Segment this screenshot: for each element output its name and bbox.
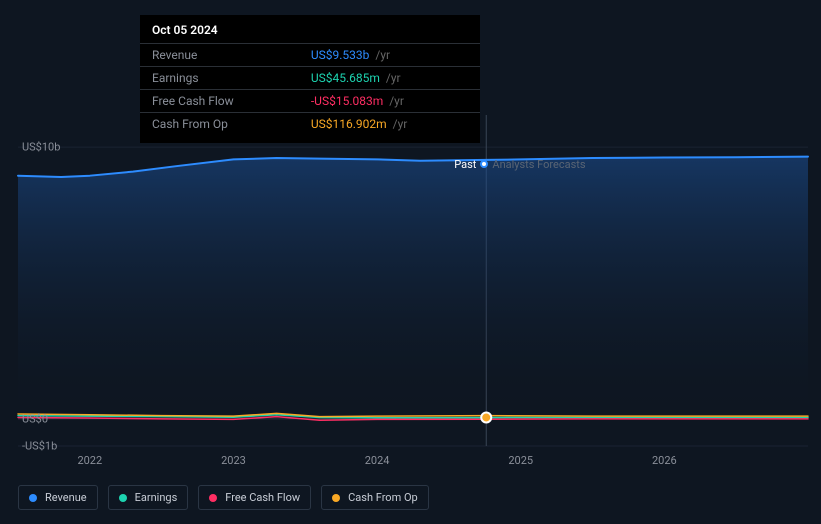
legend-item-earnings[interactable]: Earnings: [108, 485, 189, 510]
tooltip-metric-label: Cash From Op: [140, 113, 299, 136]
tooltip-metric-value: US$116.902m /yr: [299, 113, 480, 136]
tooltip-metric-label: Free Cash Flow: [140, 90, 299, 113]
chart-tooltip: Oct 05 2024 RevenueUS$9.533b /yrEarnings…: [140, 15, 480, 143]
legend-label: Revenue: [45, 491, 87, 504]
tooltip-date: Oct 05 2024: [140, 23, 480, 43]
tooltip-metric-value: US$9.533b /yr: [299, 44, 480, 67]
tooltip-metric-label: Revenue: [140, 44, 299, 67]
legend-label: Cash From Op: [348, 491, 418, 504]
tooltip-metric-label: Earnings: [140, 67, 299, 90]
tooltip-row: Free Cash Flow-US$15.083m /yr: [140, 90, 480, 113]
x-axis-label: 2025: [508, 454, 533, 467]
legend-label: Free Cash Flow: [225, 491, 300, 504]
past-label: Past: [454, 158, 476, 171]
tooltip-row: Cash From OpUS$116.902m /yr: [140, 113, 480, 136]
chart-legend: Revenue Earnings Free Cash Flow Cash From O…: [18, 485, 429, 510]
legend-dot-icon: [209, 494, 217, 502]
legend-item-revenue[interactable]: Revenue: [18, 485, 98, 510]
forecast-label: Analysts Forecasts: [492, 158, 585, 171]
tooltip-metric-value: US$45.685m /yr: [299, 67, 480, 90]
legend-item-fcf[interactable]: Free Cash Flow: [198, 485, 311, 510]
legend-label: Earnings: [135, 491, 178, 504]
past-forecast-divider-label: Past Analysts Forecasts: [454, 158, 585, 171]
x-axis-label: 2022: [77, 454, 102, 467]
divider-marker-icon: [480, 160, 488, 168]
tooltip-row: EarningsUS$45.685m /yr: [140, 67, 480, 90]
x-axis-label: 2026: [652, 454, 677, 467]
legend-dot-icon: [29, 494, 37, 502]
legend-dot-icon: [119, 494, 127, 502]
tooltip-metric-value: -US$15.083m /yr: [299, 90, 480, 113]
legend-item-cfo[interactable]: Cash From Op: [321, 485, 429, 510]
tooltip-row: RevenueUS$9.533b /yr: [140, 44, 480, 67]
y-axis-label: US$10b: [22, 141, 60, 154]
y-axis-label: US$0: [22, 412, 48, 425]
legend-dot-icon: [332, 494, 340, 502]
tooltip-table: RevenueUS$9.533b /yrEarningsUS$45.685m /…: [140, 43, 480, 135]
x-axis-label: 2023: [221, 454, 246, 467]
y-axis-label: -US$1b: [22, 440, 57, 453]
x-axis-label: 2024: [365, 454, 390, 467]
